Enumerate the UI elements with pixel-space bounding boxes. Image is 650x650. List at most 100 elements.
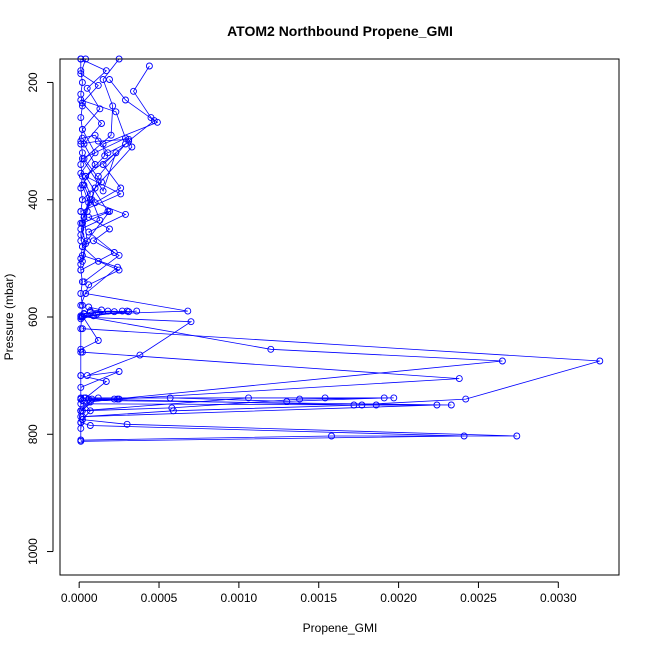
series-23 [77, 55, 86, 444]
series-line [80, 59, 83, 441]
data-point [112, 108, 120, 116]
data-point [94, 337, 102, 344]
data-point [115, 368, 123, 375]
data-point [90, 237, 97, 245]
y-tick-label: 200 [26, 72, 40, 92]
data-point [85, 228, 93, 236]
data-point [78, 125, 86, 133]
data-point [91, 184, 99, 192]
data-point [77, 231, 85, 239]
y-axis: 200 400 600 800 1000 [26, 72, 54, 565]
series-line [80, 351, 460, 412]
data-point [78, 172, 86, 180]
data-point [77, 114, 85, 122]
data-point [77, 208, 85, 215]
data-point [153, 118, 161, 126]
data-point [328, 432, 335, 440]
data-point [78, 79, 86, 86]
data-point [86, 196, 94, 204]
data-point [123, 307, 131, 315]
data-point [91, 161, 99, 168]
data-point [78, 219, 86, 227]
data-point [106, 208, 113, 215]
series-group [77, 55, 604, 445]
data-point [136, 351, 144, 359]
series-line [80, 65, 159, 212]
data-point [104, 149, 112, 157]
data-point [130, 87, 137, 95]
plot-area [59, 55, 620, 576]
series-line [80, 138, 133, 241]
data-point [122, 210, 129, 218]
data-point [77, 266, 85, 274]
data-point [184, 307, 192, 315]
series-line [82, 397, 452, 418]
data-point [94, 81, 102, 89]
data-point [94, 137, 102, 145]
data-point [77, 436, 85, 444]
data-point [77, 395, 85, 403]
data-point [122, 140, 129, 148]
data-point [78, 243, 86, 251]
data-point [122, 96, 129, 104]
series-line [80, 397, 394, 412]
data-point [77, 372, 85, 380]
series-8 [77, 181, 123, 309]
data-point [128, 143, 136, 151]
data-point [77, 290, 85, 297]
x-tick-label: 0.0005 [141, 591, 178, 605]
series-line [80, 255, 188, 350]
data-point [86, 407, 94, 415]
data-point [98, 306, 105, 314]
data-point [150, 117, 158, 125]
data-point [78, 196, 86, 204]
data-point [109, 102, 117, 110]
data-point [115, 251, 123, 259]
data-point [91, 149, 99, 157]
data-point [99, 161, 107, 168]
data-point [123, 420, 131, 428]
series-line [80, 398, 91, 429]
data-point [106, 225, 113, 233]
data-point [460, 432, 468, 440]
data-point [187, 318, 195, 326]
x-axis-label: Propene_GMI [303, 621, 378, 635]
data-point [107, 131, 115, 139]
data-point [372, 401, 380, 409]
series-2 [78, 55, 123, 204]
data-point [77, 184, 85, 192]
data-point [98, 178, 105, 186]
data-point [83, 84, 91, 92]
data-point [133, 307, 141, 315]
data-point [96, 105, 104, 113]
series-21 [77, 416, 521, 444]
data-point [117, 184, 125, 192]
data-point [78, 396, 86, 404]
data-point [498, 357, 506, 365]
data-point [78, 301, 86, 309]
data-point [267, 345, 275, 353]
series-13 [77, 325, 604, 415]
data-point [86, 422, 94, 429]
chart-title: ATOM2 Northbound Propene_GMI [227, 23, 453, 39]
series-4 [77, 76, 158, 274]
series-18 [78, 394, 455, 421]
y-tick-label: 600 [26, 307, 40, 327]
data-point [102, 67, 110, 75]
series-11 [77, 307, 195, 391]
y-tick-label: 400 [26, 189, 40, 209]
data-point [433, 401, 441, 409]
x-tick-label: 0.0020 [380, 591, 417, 605]
data-point [102, 378, 110, 385]
data-point [125, 135, 133, 143]
x-tick-label: 0.0000 [61, 591, 98, 605]
data-point [77, 90, 85, 98]
data-point [78, 278, 86, 286]
x-axis: 0.0000 0.0005 0.0010 0.0015 0.0020 0.0025 0.00… [61, 581, 577, 605]
x-tick-label: 0.0015 [300, 591, 337, 605]
series-9 [77, 251, 192, 353]
x-tick-label: 0.0030 [540, 591, 577, 605]
data-point [90, 312, 97, 320]
plot-frame [59, 58, 620, 576]
